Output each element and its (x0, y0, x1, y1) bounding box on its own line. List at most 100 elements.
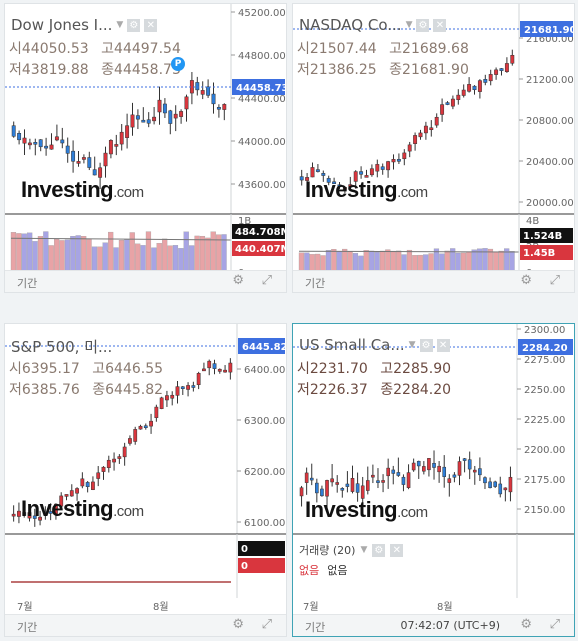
open-label: 시 (297, 361, 310, 377)
chevron-down-icon[interactable]: ▼ (408, 340, 416, 350)
candle-body (348, 184, 353, 188)
gear-icon[interactable]: ⚙ (520, 273, 532, 288)
volume-ma-line (10, 237, 232, 241)
price-tick-label: 20400.00 (526, 157, 574, 168)
candle-body (304, 472, 309, 483)
price-tick-label: 20000.00 (526, 198, 574, 209)
close-icon[interactable]: ✕ (390, 543, 404, 557)
expand-icon[interactable]: ⤢ (549, 617, 560, 632)
candle-body (141, 119, 146, 123)
candle-body (498, 483, 503, 495)
volume-bar (145, 231, 152, 275)
candle-body (122, 446, 127, 458)
candle-body (483, 79, 488, 83)
sp500-header: S&P 500, 미... (11, 336, 112, 357)
candle-body (391, 469, 396, 474)
sp500-title[interactable]: S&P 500, 미... (11, 338, 113, 356)
small-cap-header: US Small Ca... ▼ ⚙ ✕ (299, 336, 450, 354)
period-button[interactable]: 기간 (305, 277, 326, 290)
candle-body (477, 80, 482, 92)
volume-bar (43, 231, 49, 275)
candle-body (22, 512, 27, 516)
candle-body (360, 485, 365, 499)
nasdaq-header: NASDAQ Co... ▼ ⚙ ✕ (299, 16, 447, 34)
close-icon[interactable]: ✕ (433, 18, 447, 32)
volume-bar (86, 239, 92, 275)
last-price-tag-label: 21681.90 (524, 25, 575, 36)
chevron-down-icon[interactable]: ▼ (116, 20, 124, 30)
settings-icon[interactable]: ⚙ (127, 18, 141, 32)
expand-icon[interactable]: ⤢ (549, 273, 560, 288)
candle-body (499, 68, 504, 71)
candle-body (416, 460, 421, 467)
candle-body (186, 385, 190, 390)
expand-icon[interactable]: ⤢ (261, 617, 272, 632)
candle-body (371, 474, 375, 478)
candle-body (154, 406, 159, 418)
chart-panel-dow[interactable]: 45200.00 44800.00 44400.00 44000.00 43600.00… (4, 3, 287, 293)
candle-body (43, 512, 48, 516)
candle-body (200, 90, 205, 95)
price-tick-label: 2275.00 (524, 355, 565, 366)
period-button[interactable]: 기간 (17, 277, 38, 290)
period-button[interactable]: 기간 (17, 621, 38, 634)
candle-body (85, 482, 90, 487)
volume-tag (238, 558, 285, 573)
candle-body (320, 488, 324, 497)
volume-legend-label[interactable]: 거래량 (20) (299, 544, 356, 557)
candle-body (191, 385, 196, 388)
candle-body (101, 466, 106, 472)
open-label: 시 (9, 361, 22, 377)
small-cap-chart-canvas[interactable]: 2300.00 2275.00 2250.00 2225.00 2200.00 2175.… (293, 324, 575, 637)
candle-body (128, 438, 132, 444)
candle-body (152, 116, 157, 122)
close-icon[interactable]: ✕ (144, 18, 158, 32)
period-button[interactable]: 기간 (305, 621, 326, 634)
volume-tick-label: 4B (526, 216, 539, 227)
candle-body (305, 177, 310, 181)
chevron-down-icon[interactable]: ▼ (360, 545, 368, 555)
nasdaq-ohlc-row2: 저21386.25 종21681.90 (297, 59, 477, 79)
candle-body (196, 373, 201, 385)
sp500-chart-canvas[interactable]: 6400.00 6300.00 6200.00 6100.00 6445.82 0 0 7월 8… (5, 324, 287, 637)
candle-body (175, 386, 180, 396)
settings-icon[interactable]: ⚙ (416, 18, 430, 32)
nasdaq-chart-canvas[interactable]: 21600.00 21200.00 20800.00 20400.00 20000.00… (293, 4, 575, 293)
pattern-badge-icon[interactable]: P (171, 57, 185, 71)
open-value: 44050.53 (21, 41, 89, 57)
settings-icon[interactable]: ⚙ (372, 543, 386, 557)
candle-body (69, 490, 74, 497)
candle-body (437, 465, 441, 473)
candle-body (418, 132, 423, 138)
close-icon[interactable]: ✕ (436, 338, 450, 352)
dow-title[interactable]: Dow Jones I... (11, 16, 113, 34)
low-value: 21386.25 (309, 62, 377, 78)
chart-panel-sp500[interactable]: 6400.00 6300.00 6200.00 6100.00 6445.82 0 0 7월 8… (4, 323, 287, 637)
gear-icon[interactable]: ⚙ (232, 273, 244, 288)
volume-tag-label: 1.524B (523, 231, 562, 242)
chart-panel-nasdaq[interactable]: 21600.00 21200.00 20800.00 20400.00 20000.00… (292, 3, 575, 293)
price-tick-label: 2175.00 (524, 475, 565, 486)
candle-body (434, 116, 439, 126)
high-label: 고 (389, 41, 403, 57)
chart-panel-us-small-cap[interactable]: 2300.00 2275.00 2250.00 2225.00 2200.00 2175.… (292, 323, 575, 637)
candle-body (456, 94, 461, 100)
low-value: 2226.37 (309, 382, 368, 398)
gear-icon[interactable]: ⚙ (520, 617, 532, 632)
settings-icon[interactable]: ⚙ (419, 338, 433, 352)
candle-body (125, 125, 130, 138)
volume-bar (37, 236, 44, 275)
candle-body (315, 482, 319, 494)
candle-body (503, 487, 508, 491)
nasdaq-title[interactable]: NASDAQ Co... (299, 16, 402, 34)
x-axis-label: 7월 (17, 601, 33, 613)
chevron-down-icon[interactable]: ▼ (405, 20, 413, 30)
gear-icon[interactable]: ⚙ (232, 617, 244, 632)
candle-body (488, 74, 493, 82)
candle-body (380, 166, 385, 170)
open-value: 6395.17 (21, 361, 80, 377)
expand-icon[interactable]: ⤢ (261, 273, 272, 288)
candle-body (401, 476, 406, 485)
small-cap-title[interactable]: US Small Ca... (299, 336, 405, 354)
last-price-tag (238, 338, 285, 354)
